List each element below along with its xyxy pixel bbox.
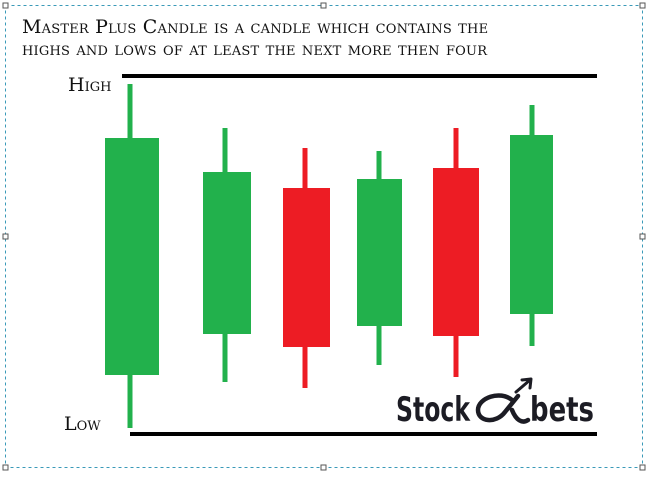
title-line: Master Plus Candle is a candle which con… bbox=[22, 16, 488, 38]
frame-handles bbox=[2, 2, 646, 471]
candle bbox=[357, 151, 402, 365]
logo-alpha bbox=[475, 393, 531, 424]
candles bbox=[105, 84, 553, 428]
candle bbox=[105, 84, 159, 428]
candle bbox=[203, 128, 251, 382]
candle bbox=[510, 105, 553, 346]
low-label: Low bbox=[64, 413, 101, 435]
candle bbox=[283, 148, 330, 388]
logo: Stock bets bbox=[396, 377, 594, 430]
logo-text: bets bbox=[530, 390, 594, 430]
logo-arrow bbox=[514, 377, 533, 394]
title-line: highs and lows of at least the next more… bbox=[22, 38, 488, 60]
logo-text: Stock bbox=[396, 390, 471, 430]
candle bbox=[433, 128, 479, 377]
high-label: High bbox=[68, 74, 111, 96]
